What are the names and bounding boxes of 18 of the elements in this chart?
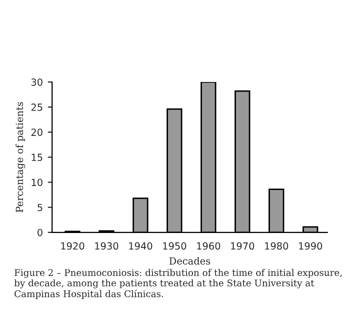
x-tick-label: 1940 [129, 242, 152, 250]
x-tick-label: 1960 [197, 242, 220, 250]
x-tick-label: 1980 [265, 242, 288, 250]
caption: Figure 2 – Pneumoconiosis: distribution of the time of initial exposure, by decade, among the patients treated at the State University at Campinas Hospital das Clínicas. [14, 268, 342, 300]
y-tick-label: 20 [31, 128, 42, 136]
x-tick-label: 1990 [299, 242, 322, 250]
y-tick-label: 25 [31, 104, 42, 111]
x-tick-label: 1950 [163, 242, 186, 250]
y-tick-label: 15 [32, 154, 42, 162]
x-axis-title: Decades [169, 257, 210, 265]
y-tick-label: 0 [38, 228, 42, 236]
x-tick-label: 1930 [95, 242, 118, 250]
y-axis-title: Percentage of patients [16, 102, 26, 212]
x-tick-label: 1920 [61, 242, 84, 250]
x-tick-label: 1970 [231, 242, 254, 250]
y-tick-label: 5 [38, 204, 42, 212]
y-tick-label: 30 [31, 78, 42, 86]
y-tick-label: 10 [32, 178, 42, 186]
